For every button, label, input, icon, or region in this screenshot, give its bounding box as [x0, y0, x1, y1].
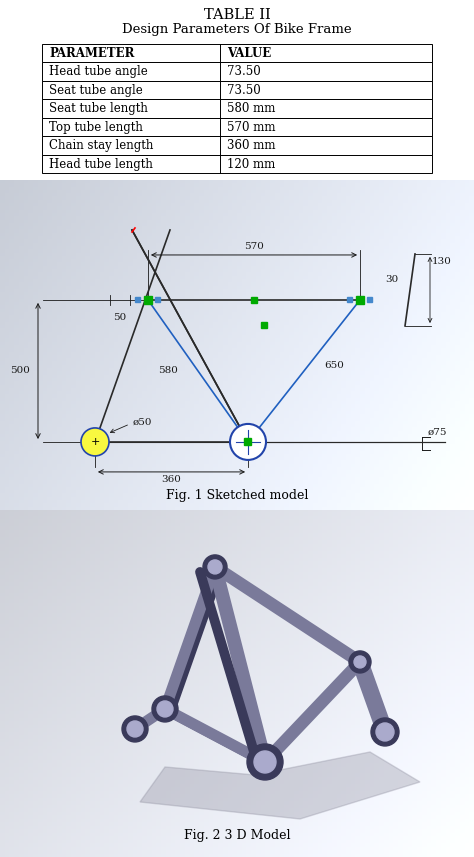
Text: 570: 570 — [244, 242, 264, 251]
Circle shape — [376, 723, 394, 741]
Circle shape — [81, 428, 109, 456]
Text: 570 mm: 570 mm — [227, 121, 275, 134]
Bar — [42, 63, 432, 81]
Text: TABLE II: TABLE II — [204, 8, 270, 22]
Text: Head tube angle: Head tube angle — [49, 65, 148, 78]
Text: 650: 650 — [324, 362, 344, 370]
Text: VALUE: VALUE — [227, 47, 271, 60]
Text: 130: 130 — [432, 257, 452, 267]
Text: ø50: ø50 — [133, 417, 153, 427]
Bar — [42, 118, 432, 136]
Circle shape — [157, 701, 173, 717]
Text: Head tube length: Head tube length — [49, 158, 153, 171]
Bar — [136, 297, 140, 303]
Text: Chain stay length: Chain stay length — [49, 139, 154, 153]
Bar — [144, 296, 152, 304]
Bar — [245, 439, 252, 446]
Text: 120 mm: 120 mm — [227, 158, 275, 171]
Text: Seat tube length: Seat tube length — [49, 102, 148, 115]
Polygon shape — [140, 752, 420, 819]
Text: Design Parameters Of Bike Frame: Design Parameters Of Bike Frame — [122, 23, 352, 36]
Text: Top tube length: Top tube length — [49, 121, 143, 134]
Text: Fig. 1 Sketched model: Fig. 1 Sketched model — [166, 488, 308, 502]
Text: 360: 360 — [162, 475, 182, 484]
Text: +: + — [91, 437, 100, 447]
Text: PARAMETER: PARAMETER — [49, 47, 134, 60]
Text: Seat tube angle: Seat tube angle — [49, 84, 143, 97]
Bar — [347, 297, 353, 303]
Circle shape — [127, 721, 143, 737]
Text: 50: 50 — [113, 314, 127, 322]
Bar — [261, 322, 267, 328]
Text: 73.50: 73.50 — [227, 65, 261, 78]
Bar — [155, 297, 161, 303]
Text: ø75: ø75 — [428, 428, 447, 436]
Bar — [367, 297, 373, 303]
Circle shape — [203, 555, 227, 579]
Bar — [42, 136, 432, 155]
Text: 580: 580 — [158, 367, 178, 375]
Bar — [356, 296, 364, 304]
Circle shape — [230, 424, 266, 460]
Circle shape — [354, 656, 366, 668]
Circle shape — [208, 560, 222, 574]
Circle shape — [371, 718, 399, 746]
Text: 73.50: 73.50 — [227, 84, 261, 97]
Text: 360 mm: 360 mm — [227, 139, 275, 153]
Bar — [42, 155, 432, 173]
Bar — [42, 44, 432, 63]
Circle shape — [349, 651, 371, 673]
Bar — [42, 81, 432, 99]
Text: 30: 30 — [385, 275, 399, 285]
Text: 580 mm: 580 mm — [227, 102, 275, 115]
Circle shape — [254, 751, 276, 773]
Circle shape — [122, 716, 148, 742]
Text: 500: 500 — [10, 367, 30, 375]
Circle shape — [152, 696, 178, 722]
Bar — [42, 99, 432, 118]
Bar — [251, 297, 257, 303]
Text: Fig. 2 3 D Model: Fig. 2 3 D Model — [184, 829, 290, 842]
Circle shape — [247, 744, 283, 780]
